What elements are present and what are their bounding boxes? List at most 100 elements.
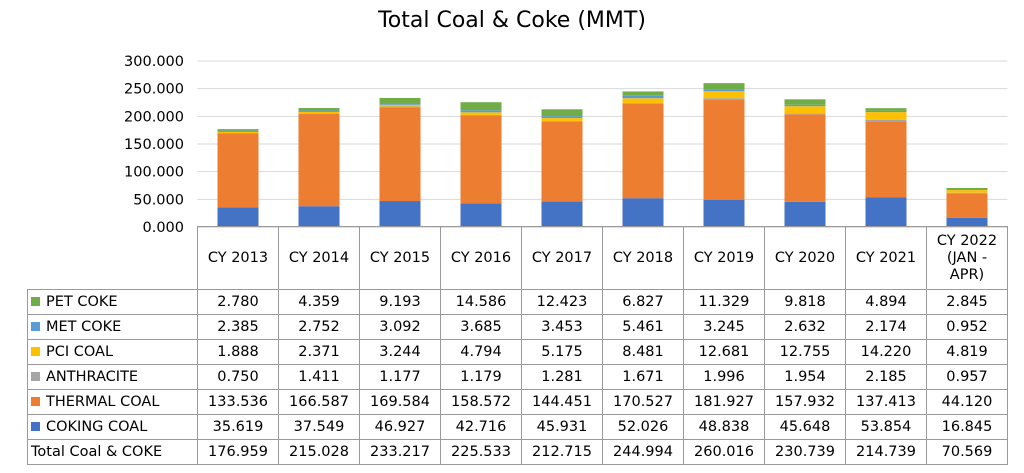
bar-segment <box>622 91 664 96</box>
table-cell: 4.794 <box>440 339 522 365</box>
table-cell: 2.174 <box>845 314 927 340</box>
legend-key <box>31 347 40 356</box>
year-header-text: CY 2013 <box>207 249 269 266</box>
table-cell: 35.619 <box>197 414 279 440</box>
table-cell: 166.587 <box>278 389 360 415</box>
bar-segment <box>217 130 259 132</box>
table-cell: 215.028 <box>278 439 360 465</box>
bar-segment <box>622 95 664 99</box>
year-header-text: APR) <box>949 266 985 283</box>
year-header-text: CY 2019 <box>693 249 755 266</box>
bar-segment <box>703 98 745 100</box>
year-header: CY 2018 <box>602 226 684 290</box>
year-header: CY 2021 <box>845 226 927 290</box>
series-label-cell: COKING COAL <box>27 414 198 440</box>
bar-segment <box>784 104 826 107</box>
series-label: PCI COAL <box>46 344 114 360</box>
year-header: CY 2016 <box>440 226 522 290</box>
year-header-text: CY 2022 <box>936 232 998 249</box>
table-cell: 2.185 <box>845 364 927 390</box>
year-header: CY 2015 <box>359 226 441 290</box>
year-header-text: CY 2020 <box>774 249 836 266</box>
bar-segment <box>217 129 259 131</box>
bar-segment <box>541 120 583 122</box>
legend-key <box>31 422 40 431</box>
bar-segment <box>460 115 502 204</box>
series-label: COKING COAL <box>46 419 148 435</box>
table-row: PET COKE 2.780 4.359 9.193 14.586 12.423 6.827… <box>27 289 1008 315</box>
table-cell: 44.120 <box>926 389 1008 415</box>
y-tick-label: 150.000 <box>124 137 184 153</box>
table-cell: 46.927 <box>359 414 441 440</box>
legend-key <box>31 297 40 306</box>
bar-segment <box>784 113 826 115</box>
table-cell: 144.451 <box>521 389 603 415</box>
table-cell: 45.648 <box>764 414 846 440</box>
table-cell: 176.959 <box>197 439 279 465</box>
legend-key <box>31 397 40 406</box>
table-cell: 2.385 <box>197 314 279 340</box>
bar-segment <box>298 108 340 111</box>
year-header-text: CY 2021 <box>855 249 917 266</box>
bar-segment <box>298 113 340 115</box>
table-row: THERMAL COAL 133.536 166.587 169.584 158.572… <box>27 389 1008 415</box>
table-cell: 3.244 <box>359 339 441 365</box>
table-cell: 4.894 <box>845 289 927 315</box>
table-corner <box>27 226 198 290</box>
table-cell: 1.177 <box>359 364 441 390</box>
year-header-text: CY 2016 <box>450 249 512 266</box>
table-cell: 8.481 <box>602 339 684 365</box>
table-cell: 6.827 <box>602 289 684 315</box>
table-row: PCI COAL 1.888 2.371 3.244 4.794 5.175 8.481 12… <box>27 339 1008 365</box>
year-header: CY 2013 <box>197 226 279 290</box>
bar-segment <box>298 110 340 112</box>
data-table: CY 2013 CY 2014 CY 2015 CY 2016 CY 2017 CY 20… <box>27 226 1008 465</box>
table-cell: 1.411 <box>278 364 360 390</box>
bar-segment <box>703 99 745 200</box>
table-row: ANTHRACITE 0.750 1.411 1.177 1.179 1.281 1.671… <box>27 364 1008 390</box>
bar-segment <box>379 201 421 227</box>
bar-segment <box>460 114 502 116</box>
bar-segment <box>541 118 583 121</box>
table-row: COKING COAL 35.619 37.549 46.927 42.716 45.93… <box>27 414 1008 440</box>
table-cell: 16.845 <box>926 414 1008 440</box>
y-tick-label: 200.000 <box>124 109 184 125</box>
bar-segment <box>703 91 745 99</box>
table-cell: 2.632 <box>764 314 846 340</box>
bar-segment <box>622 102 664 104</box>
bar-segment <box>460 203 502 227</box>
table-cell: 0.952 <box>926 314 1008 340</box>
bar-segment <box>784 99 826 105</box>
table-cell: 214.739 <box>845 439 927 465</box>
bar-segment <box>703 89 745 92</box>
table-cell: 1.996 <box>683 364 765 390</box>
table-cell: 2.845 <box>926 289 1008 315</box>
bar-segment <box>298 111 340 114</box>
table-cell: 181.927 <box>683 389 765 415</box>
table-cell: 212.715 <box>521 439 603 465</box>
table-cell: 2.752 <box>278 314 360 340</box>
year-header-text: (JAN - <box>946 249 988 266</box>
bar-segment <box>379 97 421 104</box>
bar-segment <box>946 190 988 193</box>
table-cell: 3.092 <box>359 314 441 340</box>
legend-key <box>31 372 40 381</box>
bar-segment <box>784 114 826 202</box>
table-cell: 1.671 <box>602 364 684 390</box>
year-header-text: CY 2017 <box>531 249 593 266</box>
bar-segment <box>622 198 664 227</box>
year-header: CY 2017 <box>521 226 603 290</box>
bar-segment <box>217 131 259 133</box>
table-cell: 133.536 <box>197 389 279 415</box>
bar-segment <box>379 103 421 105</box>
bar-segment <box>379 106 421 108</box>
year-header-text: CY 2015 <box>369 249 431 266</box>
table-cell: 11.329 <box>683 289 765 315</box>
year-header-row: CY 2013 CY 2014 CY 2015 CY 2016 CY 2017 CY 20… <box>27 226 1008 290</box>
bar-segment <box>622 98 664 103</box>
bar-segment <box>217 133 259 208</box>
year-header: CY 2020 <box>764 226 846 290</box>
series-label-cell: PET COKE <box>27 289 198 315</box>
bar-segment <box>379 104 421 107</box>
table-cell: 169.584 <box>359 389 441 415</box>
